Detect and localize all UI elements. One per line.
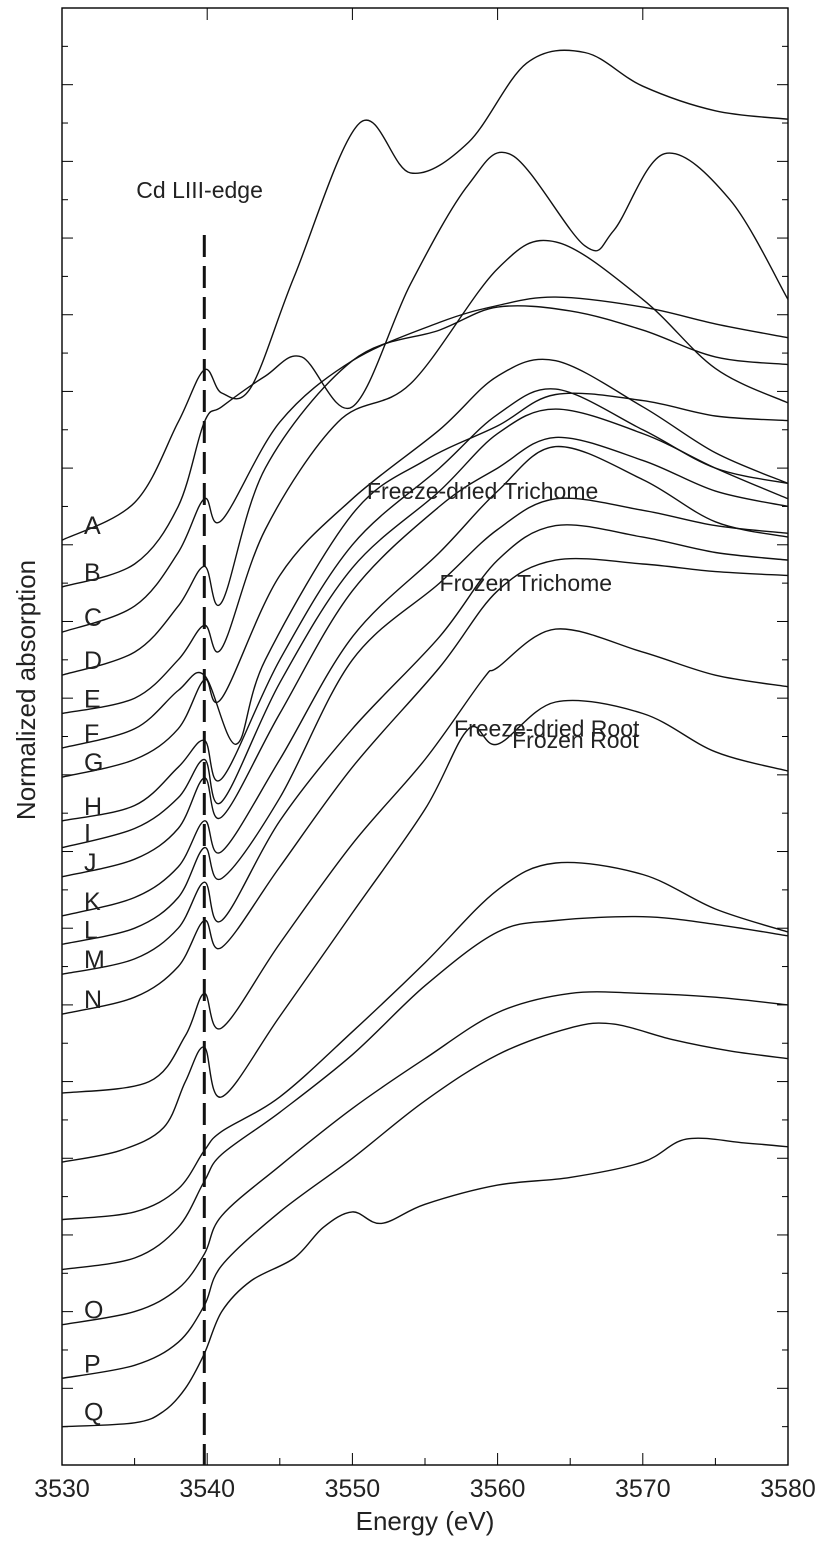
- series-label: B: [84, 559, 101, 587]
- series-label: E: [84, 685, 101, 713]
- spectrum-line: [62, 629, 788, 1093]
- x-tick-label: 3570: [615, 1475, 671, 1503]
- x-tick-label: 3580: [760, 1475, 816, 1503]
- spectrum-line: [62, 409, 788, 848]
- x-tick-label: 3550: [325, 1475, 381, 1503]
- spectrum-line: [62, 152, 788, 587]
- x-tick-label: 3560: [470, 1475, 526, 1503]
- series-label: I: [84, 820, 91, 848]
- edge-annotation: Cd LIII-edge: [136, 177, 263, 203]
- spectrum-line: [62, 50, 788, 540]
- series-label: Frozen Root: [512, 727, 639, 753]
- series-label: C: [84, 604, 102, 632]
- x-axis-title: Energy (eV): [356, 1506, 495, 1536]
- spectrum-line: [62, 1138, 788, 1427]
- x-tick-label: 3540: [179, 1475, 235, 1503]
- x-tick-label: 3530: [34, 1475, 90, 1503]
- series-label: D: [84, 647, 102, 675]
- series-label: Freeze-dried Trichome: [367, 478, 598, 504]
- series-label: P: [84, 1350, 101, 1378]
- series-label: G: [84, 749, 103, 777]
- series-label: A: [84, 512, 101, 540]
- series-label: H: [84, 793, 102, 821]
- spectrum-line: [62, 700, 788, 1162]
- x-tick-labels: 3530 3540 3550 3560 3570 3580: [34, 1475, 816, 1503]
- spectrum-line: [62, 1023, 788, 1378]
- series-label: F: [84, 720, 99, 748]
- series-label: J: [84, 849, 97, 877]
- series-label: N: [84, 986, 102, 1014]
- series-label: O: [84, 1297, 103, 1325]
- spectra: [62, 50, 788, 1426]
- series-label: Q: [84, 1399, 103, 1427]
- series-label: Frozen Trichome: [440, 570, 613, 596]
- spectrum-line: [62, 446, 788, 915]
- y-axis-title: Normalized absorption: [11, 560, 41, 820]
- spectrum-line: [62, 297, 788, 632]
- spectrum-line: [62, 917, 788, 1270]
- spectrum-line: [62, 393, 788, 748]
- spectrum-line: [62, 389, 788, 821]
- spectrum-line: [62, 559, 788, 1015]
- series-label: K: [84, 888, 101, 916]
- spectrum-line: [62, 525, 788, 974]
- series-label: M: [84, 946, 105, 974]
- series-label: L: [84, 916, 98, 944]
